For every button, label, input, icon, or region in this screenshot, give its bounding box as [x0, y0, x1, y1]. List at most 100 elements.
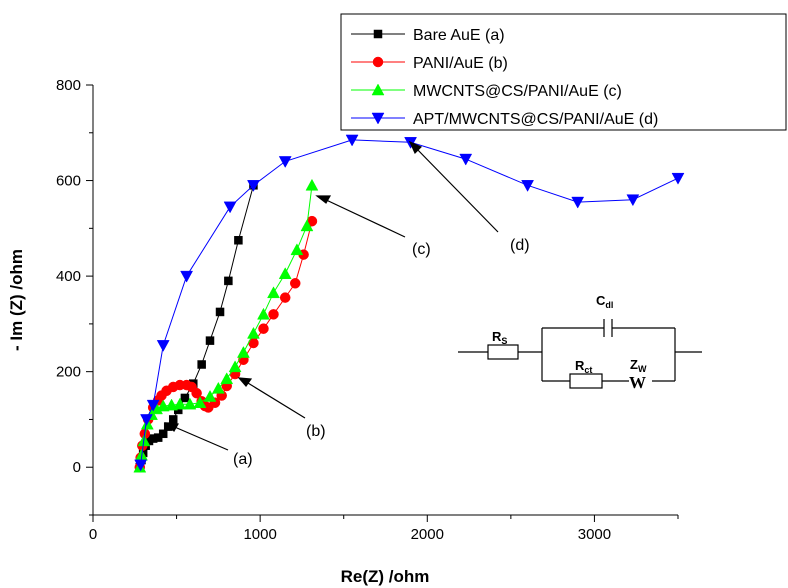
data-point — [180, 393, 190, 403]
y-tick-label: 200 — [56, 364, 81, 381]
data-point — [247, 326, 260, 339]
warburg-symbol: W — [629, 373, 646, 392]
x-tick-label: 1000 — [243, 526, 276, 543]
annotation-d: (d) — [510, 237, 530, 254]
data-point — [211, 381, 225, 394]
data-point — [191, 387, 202, 399]
legend-marker — [371, 112, 385, 125]
legend-entry: APT/MWCNTS@CS/PANI/AuE (d) — [351, 111, 658, 128]
y-tick-label: 600 — [56, 173, 81, 190]
legend-label: MWCNTS@CS/PANI/AuE (c) — [413, 83, 622, 100]
data-point — [345, 134, 359, 147]
data-point — [459, 153, 473, 166]
data-point — [165, 398, 178, 411]
legend: Bare AuE (a) PANI/AuE (b) MWCNTS@CS/PANI/A… — [340, 13, 787, 131]
data-point — [183, 397, 197, 410]
rs-resistor — [487, 344, 519, 360]
data-point — [571, 196, 585, 209]
data-point — [156, 399, 170, 412]
data-point — [258, 323, 269, 334]
data-point — [173, 397, 187, 410]
arrow-d-head — [408, 140, 423, 155]
data-point — [257, 307, 270, 320]
legend-label: Bare AuE (a) — [413, 27, 505, 44]
y-tick-label: 400 — [56, 268, 81, 285]
y-tick-label: 800 — [56, 77, 81, 94]
data-point — [290, 243, 304, 256]
annotation-arrows — [164, 140, 499, 451]
data-point — [247, 180, 260, 192]
circuit-labels: RS Cdl Rct ZW W — [492, 293, 647, 392]
axes — [92, 85, 678, 516]
series-line — [139, 185, 254, 468]
data-point — [278, 267, 292, 279]
series-3 — [134, 134, 685, 472]
data-point — [228, 360, 242, 373]
cdl-label: Cdl — [596, 293, 613, 310]
data-point — [205, 336, 215, 345]
axis-tick-labels: 0 1000 2000 3000 0 200 400 600 800 — [56, 77, 611, 543]
annotation-a: (a) — [233, 451, 253, 468]
data-point — [237, 346, 250, 358]
legend-entry: MWCNTS@CS/PANI/AuE (c) — [351, 83, 622, 100]
rct-resistor — [569, 373, 603, 389]
arrow-c-line — [321, 197, 406, 238]
data-point — [267, 286, 280, 299]
data-point — [626, 194, 640, 207]
rs-label: RS — [492, 329, 507, 346]
zw-label: ZW — [630, 357, 647, 374]
legend-entries: Bare AuE (a) PANI/AuE (b) MWCNTS@CS/PANI/A… — [351, 27, 658, 128]
data-point — [305, 178, 319, 191]
data-point — [279, 292, 291, 303]
data-point — [140, 414, 153, 426]
legend-entry: Bare AuE (a) — [351, 27, 505, 44]
arrow-b-head — [237, 377, 253, 387]
data-point — [278, 156, 292, 168]
data-point — [193, 396, 207, 408]
data-point — [168, 415, 178, 424]
equivalent-circuit — [458, 319, 702, 389]
data-point — [521, 180, 534, 192]
arrow-c-head — [315, 195, 332, 204]
legend-marker — [371, 83, 385, 96]
data-point — [134, 459, 148, 472]
data-point — [203, 389, 217, 402]
data-point — [197, 360, 206, 369]
data-point — [234, 236, 243, 245]
series-layer — [133, 134, 685, 473]
y-axis-title: - Im (Z) /ohm — [7, 249, 26, 351]
data-point — [158, 429, 168, 439]
legend-entry: PANI/AuE (b) — [351, 55, 508, 72]
series-2 — [133, 178, 319, 473]
data-point — [289, 278, 301, 289]
data-point — [223, 201, 237, 214]
x-axis-title: Re(Z) /ohm — [341, 567, 430, 586]
data-point — [268, 309, 279, 320]
rct-label: Rct — [575, 358, 592, 375]
legend-label: PANI/AuE (b) — [413, 55, 508, 72]
arrow-a-head — [164, 422, 179, 432]
data-point — [300, 219, 314, 232]
x-tick-label: 0 — [89, 526, 97, 543]
data-point — [180, 270, 194, 283]
data-point — [215, 307, 225, 317]
series-0 — [135, 181, 258, 472]
arrow-b-line — [242, 379, 306, 419]
data-point — [220, 372, 234, 385]
legend-box — [340, 13, 787, 131]
arrow-d-line — [413, 145, 499, 233]
x-tick-label: 2000 — [411, 526, 444, 543]
legend-marker — [373, 29, 383, 39]
y-tick-label: 0 — [73, 459, 81, 476]
annotation-c: (c) — [412, 241, 431, 258]
annotation-b: (b) — [306, 423, 326, 440]
legend-label: APT/MWCNTS@CS/PANI/AuE (d) — [413, 111, 658, 128]
legend-marker — [372, 56, 384, 68]
axis-ticks — [86, 84, 679, 522]
x-tick-label: 3000 — [578, 526, 611, 543]
arrow-a-line — [169, 424, 229, 451]
data-point — [156, 340, 170, 352]
data-point — [146, 399, 160, 412]
data-point — [224, 276, 233, 286]
